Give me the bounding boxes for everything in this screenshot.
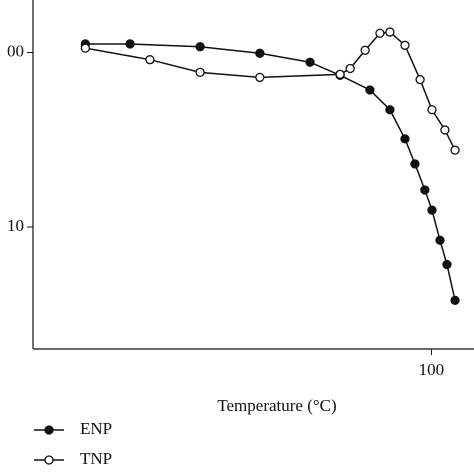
data-point xyxy=(360,45,370,55)
x-axis-label: Temperature (°C) xyxy=(217,396,336,415)
data-point xyxy=(145,55,155,65)
legend-label: ENP xyxy=(80,419,112,438)
data-point xyxy=(385,27,395,37)
series-line xyxy=(85,43,456,301)
data-point xyxy=(410,159,420,169)
data-point xyxy=(255,72,265,83)
legend-marker xyxy=(44,425,54,435)
data-point xyxy=(255,48,265,58)
legend-marker xyxy=(44,455,54,465)
data-point xyxy=(400,134,410,144)
data-point xyxy=(450,295,460,306)
data-point xyxy=(195,67,205,77)
y-tick-label: 10 xyxy=(7,216,24,235)
data-point xyxy=(442,259,452,270)
data-point xyxy=(365,85,375,95)
data-point xyxy=(415,74,425,85)
legend-label: TNP xyxy=(80,449,112,468)
data-point xyxy=(400,40,410,50)
data-point xyxy=(305,57,315,67)
data-point xyxy=(375,28,385,38)
data-point xyxy=(385,105,395,115)
data-point xyxy=(427,105,437,115)
y-tick-label: 00 xyxy=(7,41,24,60)
data-point xyxy=(427,205,437,215)
data-point xyxy=(335,69,345,79)
data-point xyxy=(195,42,205,52)
data-point xyxy=(125,39,135,49)
data-point xyxy=(80,43,91,53)
data-point xyxy=(345,63,355,74)
series-line xyxy=(85,31,456,151)
data-point xyxy=(420,185,430,195)
data-point xyxy=(435,235,445,245)
x-tick-label: 100 xyxy=(419,360,445,379)
data-point xyxy=(440,125,450,135)
data-point xyxy=(450,145,460,155)
